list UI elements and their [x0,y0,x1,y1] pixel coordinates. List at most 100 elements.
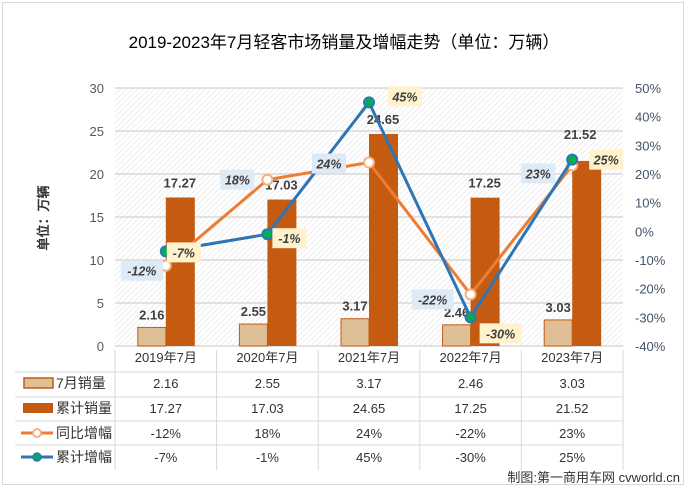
table-cell: 21.52 [556,401,589,416]
table-cell: 3.17 [356,376,381,391]
y2-tick-label: 30% [635,138,661,153]
yoy-growth-label: -12% [127,265,156,279]
legend-swatch-cumulative-sales [23,403,53,413]
legend-marker-cumulative [32,452,42,462]
legend-label: 累计增幅 [56,449,112,465]
bar-monthly-sales [137,326,167,347]
category-label: 2023年7月 [541,350,603,365]
bar-monthly-sales [442,324,472,347]
yoy-growth-label: -22% [418,293,447,307]
legend-key-2 [23,403,53,413]
bar-label-cumulative: 17.27 [164,175,197,190]
yoy-growth-label: 23% [525,167,551,181]
table-cell: 3.03 [560,376,585,391]
y-tick-label: 15 [90,210,104,225]
bar-cumulative-sales [572,160,602,346]
bar-monthly-sales [238,323,268,347]
cumulative-growth-label: -7% [173,246,195,260]
bar-monthly-sales [543,319,573,347]
table-cell: 24.65 [353,401,386,416]
table-cell: -22% [455,426,486,441]
y2-tick-label: -20% [635,282,666,297]
yoy-growth-marker [464,288,477,301]
bar-cumulative-sales [267,199,297,346]
legend-marker-yoy [32,428,42,438]
yoy-growth-label-bg [521,163,556,184]
chart-frame [2,2,684,485]
y-tick-label: 30 [90,81,104,96]
chart-title: 2019-2023年7月轻客市场销量及增幅走势（单位：万辆） [129,33,560,52]
bar-label-monthly: 3.03 [546,300,571,315]
cumulative-growth-marker [464,311,477,324]
table-cell: 18% [254,426,280,441]
bar-cumulative-sales [470,197,500,346]
y2-tick-label: -10% [635,253,666,268]
bar-cumulative-sales [165,197,195,346]
legend-key-1 [23,377,54,389]
table-cell: 17.03 [251,401,284,416]
table-cell: 45% [356,450,382,465]
y2-tick-label: 20% [635,167,661,182]
y-tick-label: 20 [90,167,104,182]
yoy-growth-label-bg [120,260,163,281]
y-tick-label: 25 [90,124,104,139]
table-cell: 24% [356,426,382,441]
table-cell: -7% [154,450,178,465]
yoy-growth-label-bg [411,289,454,310]
bar-label-cumulative: 24.65 [367,112,400,127]
bar-label-monthly: 2.16 [139,307,164,322]
yoy-growth-label-bg [312,153,346,174]
y-tick-label: 10 [90,253,104,268]
source-note: 制图:第一商用车网 cvworld.cn [507,470,680,485]
y-tick-label: 0 [97,339,104,354]
bar-label-cumulative: 17.03 [265,178,298,193]
category-label: 2022年7月 [440,350,502,365]
legend-label: 同比增幅 [56,425,112,441]
legend-swatch-monthly-sales [23,377,54,389]
cumulative-growth-label: -30% [486,327,515,341]
table-cell: 2.46 [458,376,483,391]
cumulative-growth-marker [261,228,274,241]
yoy-growth-marker [363,156,375,169]
bar-label-monthly: 2.55 [241,304,266,319]
cumulative-growth-label-bg [589,149,624,170]
table-cell: -12% [151,426,182,441]
legend-label: 累计销量 [56,400,112,416]
legend-label: 7月销量 [56,375,106,391]
legend-key-4 [21,452,53,462]
y2-tick-label: 10% [635,196,661,211]
y2-tick-label: 0% [635,224,654,239]
legend-key-3 [21,428,53,438]
category-label: 2019年7月 [135,350,197,365]
table-cell: 17.27 [150,401,183,416]
cumulative-growth-label: 25% [593,154,619,168]
yoy-growth-label-bg [220,169,255,190]
yoy-growth-label: 18% [225,174,250,188]
bar-label-cumulative: 17.25 [468,176,501,191]
table-cell: -1% [256,450,280,465]
y-tick-label: 5 [97,296,104,311]
y-axis-label: 单位：万辆 [36,185,51,250]
table-cell: 25% [559,450,585,465]
y2-tick-label: 40% [635,110,661,125]
table-cell: 23% [559,426,585,441]
y2-tick-label: 50% [635,81,661,96]
yoy-growth-label: 24% [315,158,341,172]
cumulative-growth-marker [566,153,579,166]
cumulative-growth-label: -1% [278,232,300,246]
table-cell: 2.55 [255,376,280,391]
cumulative-growth-label-bg [388,86,422,107]
cumulative-growth-label-bg [272,228,307,249]
bar-label-cumulative: 21.52 [564,127,597,142]
table-cell: 2.16 [153,376,178,391]
cumulative-growth-marker [363,96,375,109]
category-label: 2021年7月 [338,350,400,365]
table-cell: 17.25 [454,401,487,416]
y2-tick-label: -40% [635,339,666,354]
cumulative-growth-label-bg [479,323,522,344]
cumulative-growth-label: 45% [391,90,417,104]
cumulative-growth-label-bg [166,242,201,263]
bar-monthly-sales [340,318,370,347]
category-label: 2020年7月 [236,350,298,365]
